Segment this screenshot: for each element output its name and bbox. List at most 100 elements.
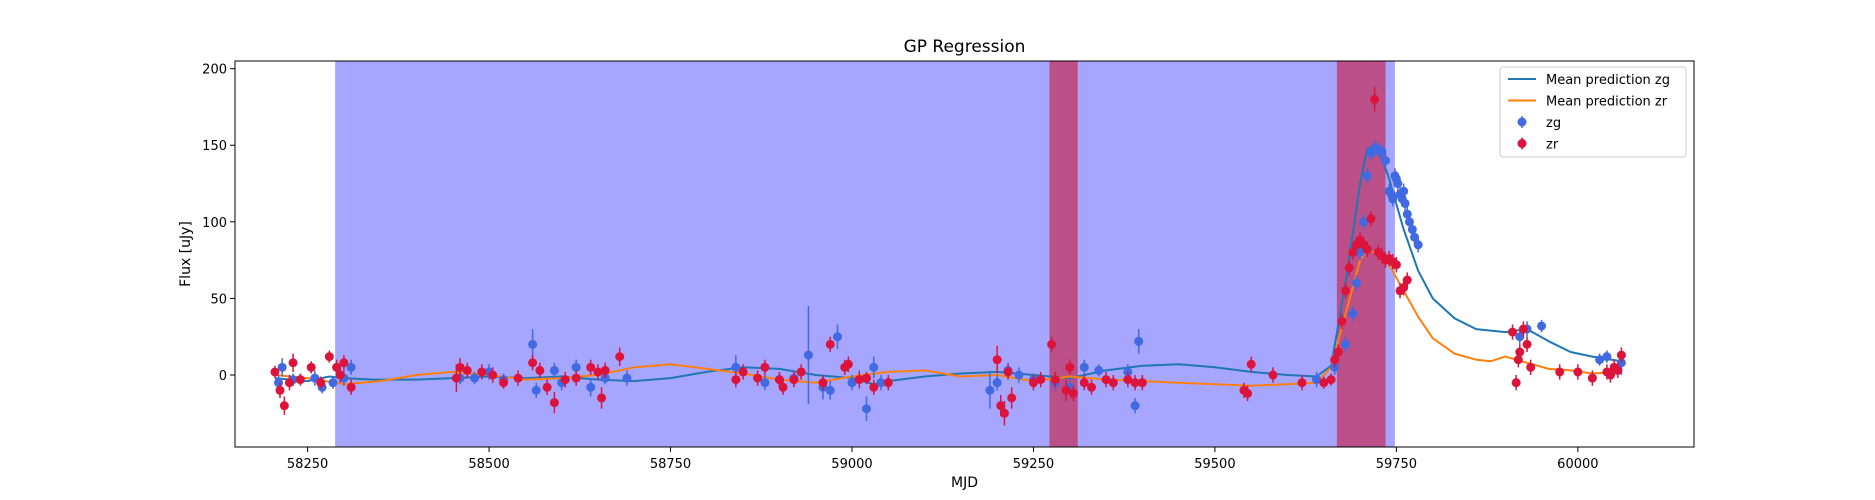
point-zr [1061, 385, 1071, 395]
point-zr [279, 401, 289, 411]
point-zr [789, 375, 799, 385]
point-zr [1508, 327, 1518, 337]
point-zg [1130, 401, 1140, 411]
point-zr [1518, 324, 1528, 334]
point-zr [560, 375, 570, 385]
point-zg [1595, 355, 1605, 365]
x-axis: 58250 58500 58750 59000 59250 59500 59750 60000 [287, 447, 1599, 472]
point-zr [615, 352, 625, 362]
point-zg [760, 378, 770, 388]
point-zg [1014, 370, 1024, 380]
point-zr [753, 373, 763, 383]
point-zg [571, 362, 581, 372]
point-zr [825, 339, 835, 349]
x-tick-label: 59500 [1194, 457, 1235, 472]
point-zr [1362, 244, 1372, 254]
point-zg [876, 378, 886, 388]
x-tick-label: 59250 [1013, 457, 1054, 472]
point-zr [284, 378, 294, 388]
point-zr [1028, 378, 1038, 388]
point-zg [277, 362, 287, 372]
point-zr [1341, 286, 1351, 296]
point-zg [274, 378, 284, 388]
point-zr [1366, 214, 1376, 224]
point-zr [451, 373, 461, 383]
point-zr [542, 382, 552, 392]
legend-label: Mean prediction zr [1546, 95, 1668, 110]
point-zg [1348, 309, 1358, 319]
x-tick-label: 58250 [287, 457, 328, 472]
point-zr [731, 375, 741, 385]
point-zg [1341, 339, 1351, 349]
point-zr [346, 382, 356, 392]
x-tick-label: 60000 [1557, 457, 1598, 472]
point-zr [778, 382, 788, 392]
point-zr [339, 358, 349, 368]
y-tick-label: 150 [202, 139, 227, 154]
point-zr [549, 398, 559, 408]
point-zg [470, 373, 480, 383]
point-zr [1522, 339, 1532, 349]
point-zr [1003, 367, 1013, 377]
point-zr [1337, 316, 1347, 326]
point-zr [535, 365, 545, 375]
point-zr [1399, 283, 1409, 293]
point-zg [1362, 171, 1372, 181]
point-zr [1243, 388, 1253, 398]
point-zr [1108, 378, 1118, 388]
point-zr [1370, 94, 1380, 104]
point-zg [1351, 278, 1361, 288]
shaded-region-zg-0 [335, 61, 1395, 447]
point-zr [462, 365, 472, 375]
point-zr [600, 365, 610, 375]
point-zr [996, 401, 1006, 411]
point-zr [488, 370, 498, 380]
point-zg [549, 365, 559, 375]
point-zg [1399, 186, 1409, 196]
point-zg [1094, 365, 1104, 375]
point-zr [1391, 260, 1401, 270]
point-zr [477, 367, 487, 377]
point-zr [1613, 365, 1623, 375]
chart-title: GP Regression [904, 37, 1026, 57]
point-zr [597, 393, 607, 403]
point-zg [1413, 240, 1423, 250]
point-zg [1602, 352, 1612, 362]
point-zr [869, 382, 879, 392]
point-zr [760, 362, 770, 372]
legend-swatch-marker [1517, 117, 1527, 127]
point-zr [1050, 375, 1060, 385]
point-zr [738, 367, 748, 377]
legend: Mean prediction zg Mean prediction zr zg zr [1499, 66, 1687, 158]
x-tick-label: 59000 [831, 457, 872, 472]
x-tick-label: 58750 [650, 457, 691, 472]
point-zr [883, 378, 893, 388]
point-zr [1333, 347, 1343, 357]
point-zr [1513, 355, 1523, 365]
point-zr [1319, 378, 1329, 388]
point-zr [1526, 362, 1536, 372]
point-zr [862, 373, 872, 383]
point-zr [528, 358, 538, 368]
legend-box [1499, 66, 1687, 158]
legend-label: zr [1546, 138, 1559, 153]
point-zg [531, 385, 541, 395]
point-zr [1123, 375, 1133, 385]
point-zg [1402, 209, 1412, 219]
point-zg [1393, 179, 1403, 189]
point-zr [306, 362, 316, 372]
point-zr [1606, 370, 1616, 380]
point-zg [832, 332, 842, 342]
point-zr [1344, 263, 1354, 273]
point-zg [1410, 232, 1420, 242]
y-tick-label: 100 [202, 216, 227, 231]
shaded-regions [335, 61, 1395, 447]
x-tick-label: 59750 [1376, 457, 1417, 472]
point-zg [1515, 332, 1525, 342]
gp-line-zg [274, 147, 1622, 386]
point-zr [316, 378, 326, 388]
point-zg [1407, 224, 1417, 234]
point-zr [1068, 388, 1078, 398]
point-zg [1400, 198, 1410, 208]
